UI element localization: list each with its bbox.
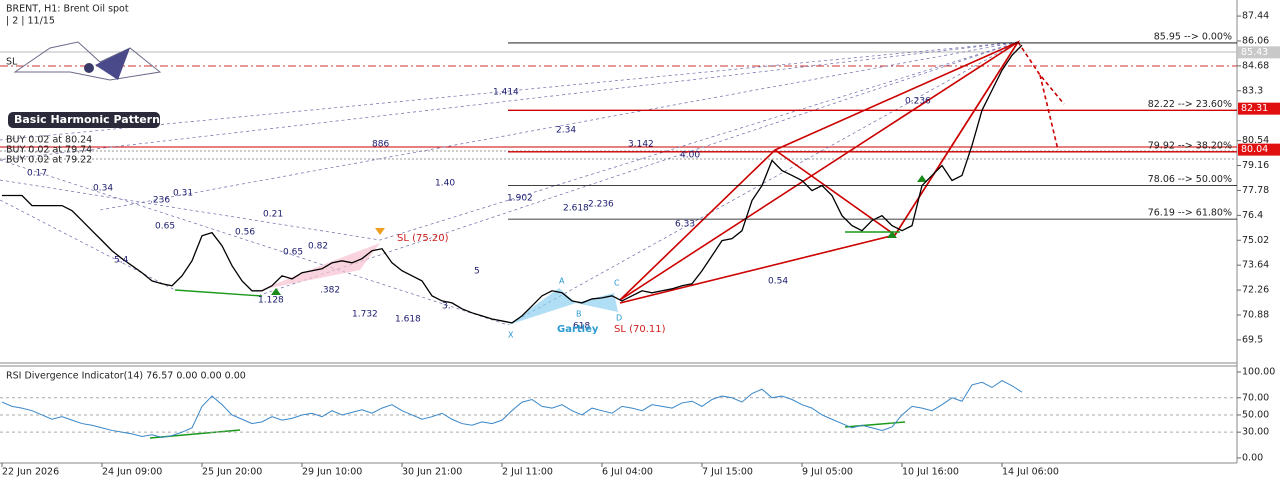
order-label: BUY 0.02 at 80.24: [6, 135, 92, 146]
ratio-label: 618: [573, 322, 590, 332]
buy-arrows: [271, 175, 927, 305]
pattern-name: Gartley: [557, 324, 599, 335]
price-marker: [1238, 102, 1280, 115]
x-tick-label: 7 Jul 15:00: [702, 467, 753, 478]
ratio-label: 0.236: [905, 97, 931, 107]
chart-subtitle: | 2 | 11/15: [6, 16, 55, 27]
sell-arrow: [375, 228, 385, 238]
price-marker: [1238, 143, 1280, 156]
y-tick-label: 0.00: [1242, 452, 1263, 463]
ratio-label: 0.56: [235, 228, 255, 238]
y-tick-label: 77.78: [1242, 185, 1269, 196]
ratio-label: 1.414: [493, 88, 519, 98]
ratio-label: 0.65: [155, 222, 175, 232]
y-tick-label: 87.44: [1242, 11, 1269, 22]
fib-label: 76.19 --> 61.80%: [1148, 208, 1232, 219]
pattern-point: C: [614, 279, 620, 288]
ratio-label: .382: [320, 286, 340, 296]
y-tick-label: 72.26: [1242, 285, 1269, 296]
y-tick-label: 86.06: [1242, 35, 1269, 46]
pattern-area: [508, 288, 576, 325]
y-tick-label: 84.68: [1242, 60, 1269, 71]
order-label: BUY 0.02 at 79.22: [6, 155, 92, 166]
y-tick-label: 69.5: [1242, 334, 1263, 345]
ratio-label: 0.31: [173, 189, 193, 199]
y-tick-label: 83.3: [1242, 85, 1263, 96]
y-tick-label: 80.54: [1242, 135, 1269, 146]
pattern-point: B: [576, 310, 582, 319]
x-tick-label: 24 Jun 09:00: [102, 467, 162, 478]
indicator-title: RSI Divergence Indicator(14) 76.57 0.00 …: [6, 371, 246, 382]
ratio-label: 5.4: [114, 256, 129, 266]
price-marker-label: 80.04: [1241, 144, 1268, 155]
stop-label: SL (75.20): [397, 233, 449, 244]
fib-label: 78.06 --> 50.00%: [1148, 174, 1232, 185]
ratio-label: 1.40: [435, 179, 455, 189]
pattern-point: D: [616, 314, 622, 323]
ratio-label: 0.54: [768, 277, 788, 287]
ratio-label: 2.618: [563, 204, 589, 214]
harmonic-lines: [619, 40, 1065, 304]
x-tick-label: 10 Jul 16:00: [902, 467, 959, 478]
y-tick-label: 100.00: [1242, 367, 1275, 378]
x-tick-label: 25 Jun 20:00: [202, 467, 262, 478]
pattern-area: [576, 293, 618, 312]
ratio-label: 1.128: [258, 296, 284, 306]
ratio-label: 2.236: [588, 200, 614, 210]
pattern-point: A: [559, 277, 565, 286]
logo-text: Basic Harmonic Pattern: [14, 113, 160, 126]
ratio-label: 1.902: [507, 194, 533, 204]
ratio-label: 3.: [442, 302, 451, 312]
y-tick-label: 50.00: [1242, 409, 1269, 420]
ratio-label: 886: [372, 140, 389, 150]
x-tick-label: 30 Jun 21:00: [402, 467, 462, 478]
x-tick-label: 29 Jun 10:00: [302, 467, 362, 478]
ratio-label: 1.618: [395, 315, 421, 325]
chart-title: BRENT, H1: Brent Oil spot: [6, 4, 129, 15]
ratio-label: 0.65: [283, 248, 303, 258]
ratio-label: .236: [150, 196, 170, 206]
y-tick-label: 79.16: [1242, 160, 1269, 171]
x-tick-label: 14 Jul 06:00: [1002, 467, 1059, 478]
ratio-label: 1.732: [352, 310, 378, 320]
y-tick-label: 73.64: [1242, 260, 1269, 271]
y-tick-label: 75.02: [1242, 235, 1269, 246]
fib-label: 82.22 --> 23.60%: [1148, 99, 1232, 110]
ratio-label: 4.00: [680, 151, 700, 161]
y-tick-label: 70.88: [1242, 309, 1269, 320]
price-marker-label: 85.43: [1241, 47, 1268, 58]
price-marker-label: 82.31: [1241, 103, 1268, 114]
stop-label: SL (70.11): [614, 324, 666, 335]
y-tick-label: 30.00: [1242, 427, 1269, 438]
y-tick-label: 76.4: [1242, 210, 1263, 221]
ratio-label: 3.142: [628, 140, 654, 150]
ratio-label: 0.21: [263, 210, 283, 220]
x-tick-label: 6 Jul 04:00: [602, 467, 653, 478]
pattern-point: X: [508, 331, 514, 340]
ratio-label: 6.33: [675, 220, 695, 230]
ratio-label: 0.34: [93, 184, 113, 194]
order-label: BUY 0.02 at 79.74: [6, 145, 92, 156]
ratio-label: 0.17: [27, 169, 47, 179]
x-tick-label: 9 Jul 05:00: [802, 467, 853, 478]
ratio-label: 2.34: [556, 126, 576, 136]
ratio-label: 0.82: [308, 242, 328, 252]
sl-label: SL: [6, 57, 18, 68]
price-marker: [1238, 46, 1280, 59]
x-tick-label: 2 Jul 11:00: [502, 467, 553, 478]
price-line: [2, 44, 1023, 324]
x-tick-label: 22 Jun 2026: [2, 467, 59, 478]
fib-label: 79.92 --> 38.20%: [1148, 140, 1232, 151]
ratio-label: 5: [474, 267, 480, 277]
y-tick-label: 70.00: [1242, 392, 1269, 403]
fib-label: 85.95 --> 0.00%: [1154, 31, 1232, 42]
logo: [8, 41, 162, 128]
rsi-line: [1, 380, 1023, 438]
